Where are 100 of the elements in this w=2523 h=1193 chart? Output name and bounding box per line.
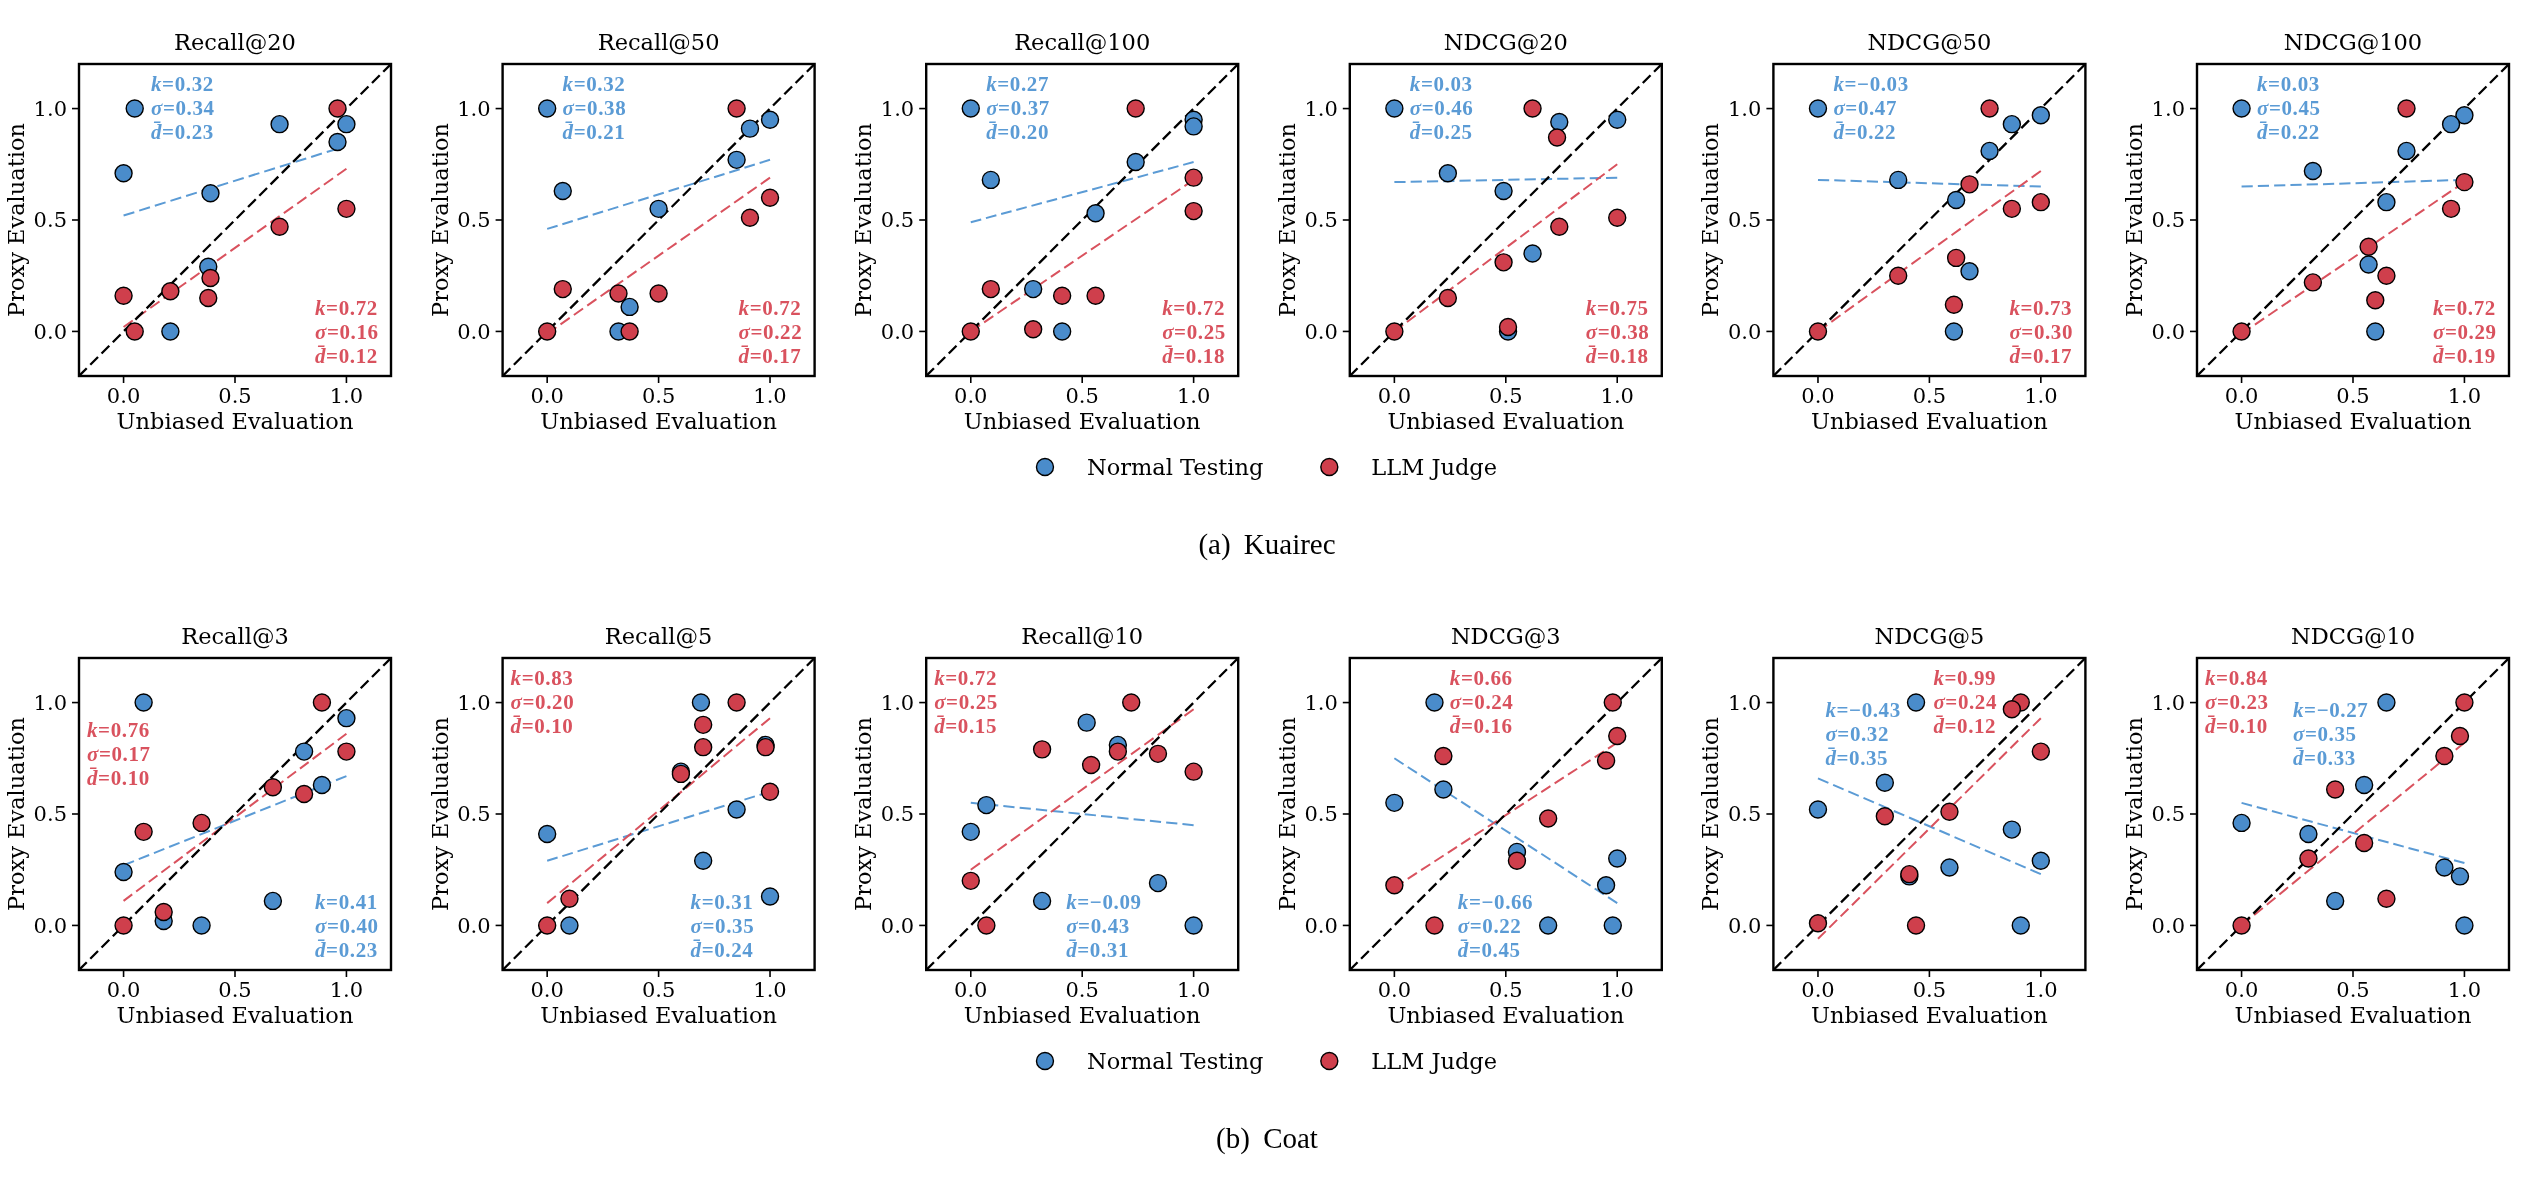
y-axis-title: Proxy Evaluation <box>426 717 453 911</box>
point <box>1425 916 1444 935</box>
x-tick-label: 0.0 <box>1801 384 1835 408</box>
y-tick-label: 0.0 <box>880 319 915 344</box>
point <box>609 284 628 303</box>
annotation: k=0.32 σ=0.38 d̄=0.21 <box>562 72 627 145</box>
point <box>2455 172 2474 192</box>
y-tick-label: 0.5 <box>880 208 915 233</box>
x-tick-label: 0.5 <box>641 384 676 408</box>
x-tick-label: 0.5 <box>1065 384 1099 408</box>
point <box>1550 112 1569 132</box>
point <box>2002 700 2022 719</box>
point <box>337 742 356 761</box>
point <box>961 822 980 842</box>
point <box>1032 891 1052 911</box>
annotation: k=0.75 σ=0.38 d̄=0.18 <box>1585 296 1650 369</box>
point <box>1438 288 1458 308</box>
chart-title: NDCG@100 <box>2283 29 2423 55</box>
point <box>2450 726 2470 746</box>
annotation: k=0.76 σ=0.17 d̄=0.10 <box>87 718 151 791</box>
point <box>693 851 713 870</box>
point <box>727 99 746 118</box>
y-tick-label: 0.5 <box>2151 208 2185 233</box>
point <box>1425 693 1444 712</box>
point <box>1052 322 1072 341</box>
point <box>1126 99 1145 118</box>
y-tick-label: 0.0 <box>1304 319 1338 344</box>
annotation: k=0.27 σ=0.37 d̄=0.20 <box>986 72 1050 145</box>
point <box>1023 320 1043 339</box>
point <box>1523 244 1542 263</box>
point <box>114 164 133 183</box>
point <box>312 775 332 795</box>
x-tick-label: 1.0 <box>1600 384 1634 408</box>
point <box>1148 873 1168 893</box>
x-tick-label: 0.0 <box>1801 978 1835 1002</box>
point <box>693 737 713 757</box>
y-tick-label: 0.0 <box>1727 319 1762 344</box>
x-axis-title: Unbiased Evaluation <box>1810 408 2048 434</box>
x-tick-label: 0.0 <box>530 384 564 408</box>
point <box>337 114 356 134</box>
chart-title: NDCG@50 <box>1867 29 1992 55</box>
point <box>620 322 639 341</box>
x-tick-label: 0.5 <box>1489 384 1523 408</box>
y-axis-title: Proxy Evaluation <box>850 717 877 911</box>
point <box>2455 693 2474 712</box>
x-tick-label: 1.0 <box>2447 978 2482 1002</box>
chart-title: Recall@5 <box>604 623 713 649</box>
y-tick-label: 1.0 <box>2151 96 2185 121</box>
chart-title: Recall@3 <box>181 623 289 649</box>
point <box>2031 192 2051 212</box>
point <box>727 800 746 819</box>
point <box>1906 693 1926 712</box>
text: (b) Coat <box>1216 1122 1318 1155</box>
point <box>961 322 980 341</box>
point <box>1108 742 1128 761</box>
point <box>1875 773 1895 792</box>
y-tick-label: 1.0 <box>1727 96 1762 121</box>
point <box>294 742 314 761</box>
y-axis-title: Proxy Evaluation <box>1697 717 1724 911</box>
point <box>134 693 153 712</box>
y-tick-label: 0.0 <box>33 913 67 938</box>
x-axis-title: Unbiased Evaluation <box>116 1002 354 1028</box>
x-tick-label: 1.0 <box>1176 978 1211 1002</box>
point <box>1438 164 1458 183</box>
point <box>1032 740 1052 759</box>
point <box>125 99 144 118</box>
point <box>1980 99 1999 118</box>
x-axis-title: Unbiased Evaluation <box>1387 408 1625 434</box>
y-tick-label: 1.0 <box>880 96 915 121</box>
point <box>1184 168 1203 187</box>
x-tick-label: 1.0 <box>329 384 364 408</box>
point <box>1608 208 1627 227</box>
point <box>2377 889 2396 908</box>
annotation: k=0.72 σ=0.25 d̄=0.18 <box>1162 296 1226 369</box>
x-axis-title: Unbiased Evaluation <box>2234 1002 2472 1028</box>
point <box>1808 914 1828 933</box>
annotation: k=−0.27 σ=0.35 d̄=0.33 <box>2293 698 2369 771</box>
y-axis-title: Proxy Evaluation <box>2121 123 2147 317</box>
x-tick-label: 0.5 <box>2336 978 2370 1002</box>
point <box>649 284 668 303</box>
point <box>1498 317 1518 337</box>
x-tick-label: 0.5 <box>1912 978 1947 1002</box>
y-tick-label: 0.5 <box>2151 802 2185 827</box>
point <box>114 286 133 305</box>
y-tick-label: 1.0 <box>1727 690 1762 715</box>
point <box>691 693 711 712</box>
point <box>114 916 133 935</box>
annotation: k=−0.03 σ=0.47 d̄=0.22 <box>1833 72 1909 145</box>
point <box>125 322 144 341</box>
chart-title: Recall@100 <box>1014 29 1151 55</box>
y-tick-label: 0.0 <box>2151 319 2185 344</box>
point <box>1906 916 1926 935</box>
point <box>2325 780 2345 799</box>
point <box>1126 152 1145 172</box>
y-tick-label: 0.0 <box>1304 913 1338 938</box>
point <box>1550 217 1569 236</box>
point <box>161 282 180 301</box>
point <box>1184 916 1203 935</box>
x-tick-label: 0.0 <box>530 978 564 1002</box>
point <box>620 297 639 317</box>
